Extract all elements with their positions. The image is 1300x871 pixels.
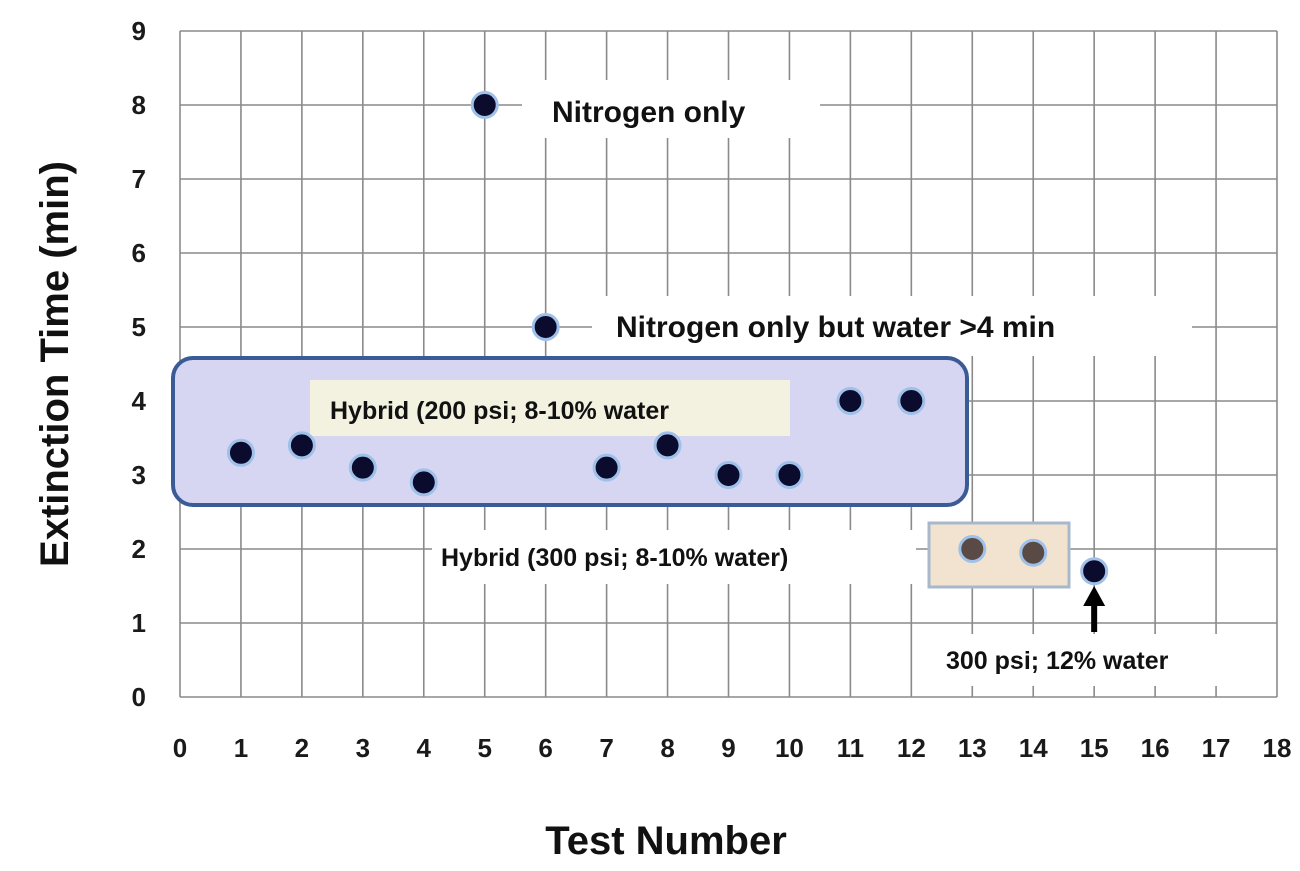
arrow-head <box>1083 586 1106 606</box>
data-point <box>897 387 926 415</box>
y-tick-label: 0 <box>132 682 146 712</box>
x-tick-label: 18 <box>1263 733 1292 763</box>
data-point <box>409 468 438 497</box>
x-tick-label: 12 <box>897 733 926 763</box>
data-point <box>836 387 865 415</box>
data-point <box>531 313 560 341</box>
x-tick-label: 13 <box>958 733 987 763</box>
label-bg-300psi-12 <box>938 634 1256 686</box>
label-bg-hybrid-200 <box>310 380 790 436</box>
x-tick-label: 4 <box>417 733 432 763</box>
annotation-nitrogen-water: Nitrogen only but water >4 min <box>616 311 1055 344</box>
x-tick-label: 6 <box>538 733 552 763</box>
x-tick-label: 16 <box>1141 733 1170 763</box>
data-point <box>470 91 499 119</box>
x-tick-label: 8 <box>660 733 674 763</box>
x-tick-label: 10 <box>775 733 804 763</box>
x-tick-label: 1 <box>234 733 248 763</box>
annotation-nitrogen-only: Nitrogen only <box>552 96 746 129</box>
y-tick-label: 6 <box>132 238 146 268</box>
x-axis-title: Test Number <box>545 819 787 863</box>
annotations: Nitrogen only Nitrogen only but water >4 … <box>330 96 1169 675</box>
y-tick-label: 7 <box>132 164 146 194</box>
y-tick-label: 9 <box>132 16 146 46</box>
group-box-300psi <box>927 521 1071 589</box>
data-point <box>775 461 804 489</box>
x-tick-labels: 0 1 2 3 4 5 6 7 8 9 10 11 12 13 14 15 16 17 18 <box>173 733 1292 763</box>
annotation-arrow <box>1083 586 1106 632</box>
x-tick-label: 2 <box>295 733 309 763</box>
y-tick-label: 4 <box>132 386 147 416</box>
y-tick-label: 5 <box>132 312 146 342</box>
data-point <box>714 461 743 489</box>
data-point <box>287 431 316 460</box>
y-tick-label: 8 <box>132 90 146 120</box>
data-point <box>592 453 621 482</box>
annotation-300psi-12: 300 psi; 12% water <box>946 647 1169 675</box>
label-bg-nitrogen-water <box>592 296 1192 356</box>
annotation-backgrounds <box>310 80 1256 686</box>
x-tick-label: 0 <box>173 733 187 763</box>
x-tick-label: 15 <box>1080 733 1109 763</box>
x-tick-label: 9 <box>721 733 735 763</box>
x-tick-label: 7 <box>599 733 613 763</box>
data-point <box>653 431 682 460</box>
x-tick-label: 3 <box>356 733 370 763</box>
data-point <box>1080 557 1109 586</box>
annotation-hybrid-300: Hybrid (300 psi; 8-10% water) <box>441 544 788 572</box>
x-tick-label: 11 <box>837 733 865 763</box>
label-bg-hybrid-300 <box>432 530 916 584</box>
x-tick-label: 5 <box>477 733 491 763</box>
annotation-hybrid-200: Hybrid (200 psi; 8-10% water <box>330 397 669 425</box>
label-bg-nitrogen-only <box>522 80 820 138</box>
data-point <box>348 453 377 482</box>
y-axis-title: Extinction Time (min) <box>33 161 77 567</box>
data-point <box>1019 538 1048 567</box>
data-point <box>958 535 987 563</box>
y-tick-label: 2 <box>132 534 146 564</box>
x-tick-label: 14 <box>1019 733 1048 763</box>
y-tick-labels: 0 1 2 3 4 5 6 7 8 9 <box>132 16 147 712</box>
data-point <box>226 438 255 467</box>
x-tick-label: 17 <box>1202 733 1231 763</box>
data-points <box>226 91 1109 586</box>
y-tick-label: 3 <box>132 460 146 490</box>
y-tick-label: 1 <box>132 608 146 638</box>
